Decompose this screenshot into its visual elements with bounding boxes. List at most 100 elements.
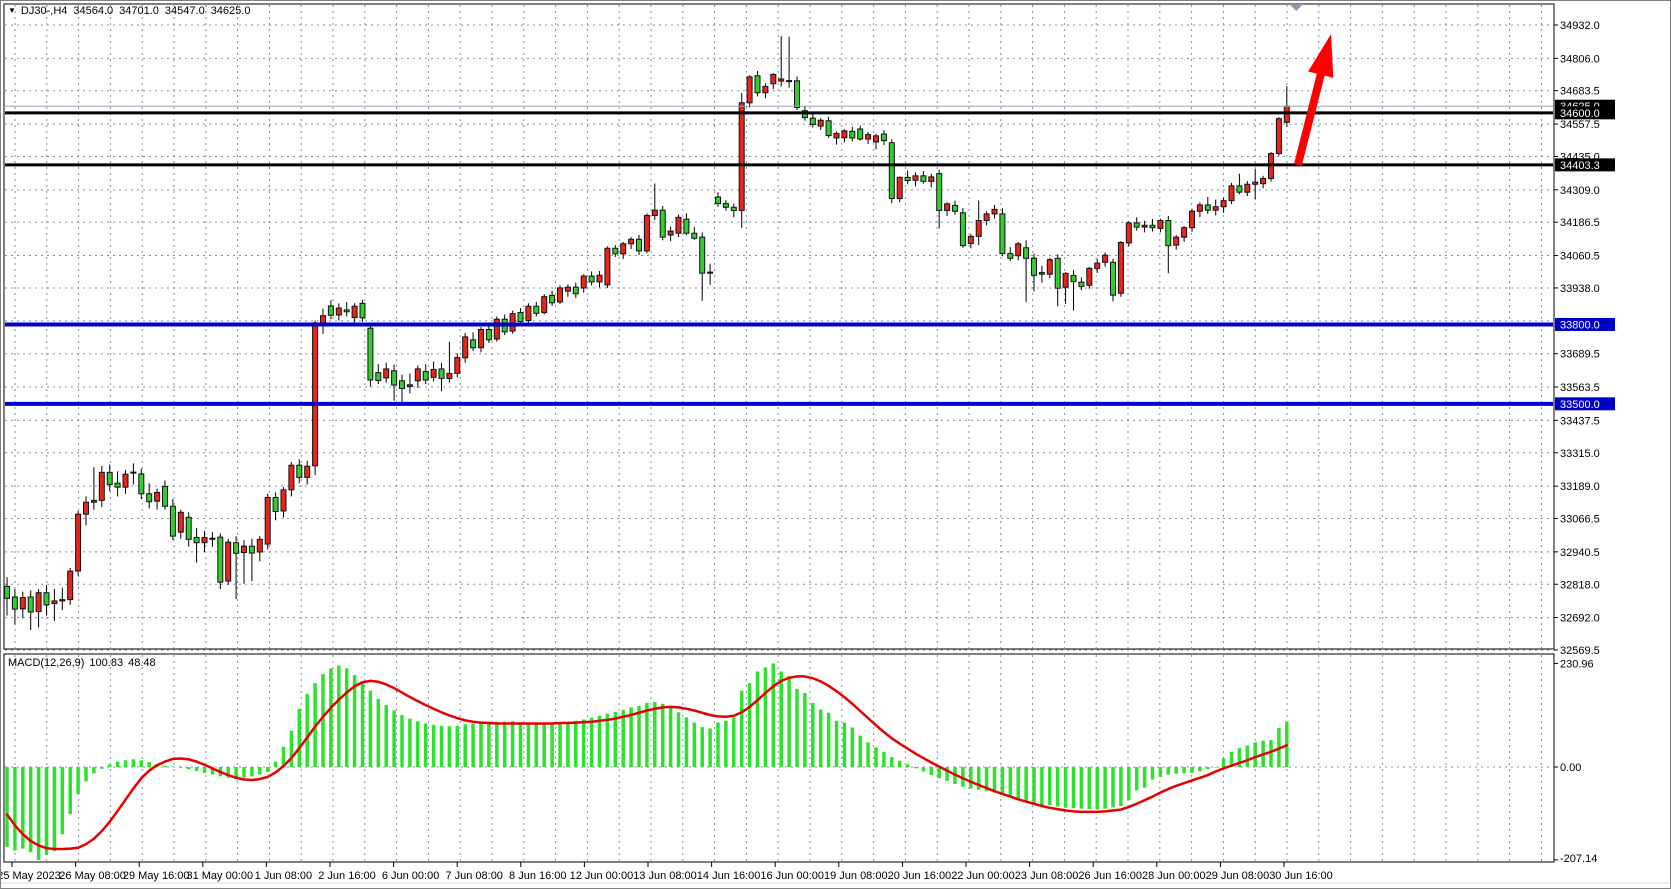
candle-bear	[11, 596, 18, 610]
macd-histogram	[5, 663, 1289, 860]
candle-bull	[707, 271, 714, 274]
candle-bull	[430, 368, 437, 378]
candle-bull	[1173, 236, 1180, 246]
time-tick-label: 29 May 16:00	[123, 870, 190, 882]
candle-bull	[975, 220, 982, 237]
candle-bear	[272, 496, 279, 513]
price-tick-label: 34186.5	[1560, 217, 1600, 229]
candle-bull	[557, 287, 563, 303]
candle-bear	[233, 542, 240, 554]
candle-bull	[320, 315, 326, 324]
candle-bull	[912, 175, 919, 181]
candle-bear	[904, 176, 911, 182]
time-tick-label: 8 Jun 16:00	[509, 870, 567, 882]
candle-bull	[288, 464, 295, 491]
candle-bull	[967, 235, 974, 245]
time-tick-label: 30 Jun 16:00	[1269, 870, 1333, 882]
macd-panel	[3, 653, 1555, 863]
candle-bull	[351, 305, 358, 319]
macd-tick-label: -207.14	[1560, 853, 1597, 865]
price-tag-33500.0: 33500.0	[1555, 397, 1615, 411]
candle-bull	[620, 243, 627, 255]
price-tick-label: 33689.5	[1560, 349, 1600, 361]
candle-bull	[304, 465, 311, 478]
bar-high-value: 34701.0	[119, 5, 159, 17]
candle-bull	[90, 499, 97, 503]
candle-bear	[193, 536, 200, 544]
candle-bull	[1252, 181, 1259, 185]
candle-bull	[462, 336, 469, 359]
candle-bear	[1165, 220, 1172, 247]
candle-bull	[1220, 200, 1227, 208]
candle-bull	[746, 76, 753, 104]
candle-bear	[1204, 204, 1211, 211]
candle-bull	[541, 296, 548, 314]
price-tick-label: 33189.0	[1560, 481, 1600, 493]
candle-bull	[675, 216, 682, 234]
price-tick-label: 34060.5	[1560, 251, 1600, 263]
candle-bull	[225, 541, 232, 582]
symbol-dropdown-icon[interactable]: ▼	[8, 6, 16, 15]
candle-bull	[833, 132, 840, 139]
candle-bull	[983, 213, 990, 222]
candle-bull	[1117, 241, 1124, 294]
time-tick-label: 2 Jun 16:00	[318, 870, 376, 882]
candle-bull	[201, 536, 208, 544]
candle-bear	[343, 309, 350, 313]
candle-bear	[1054, 257, 1061, 289]
candle-bull	[19, 596, 26, 610]
candle-bear	[185, 516, 192, 540]
candle-bear	[533, 305, 540, 314]
candle-bear	[730, 206, 737, 211]
symbol-info-bar: ▼ DJ30-,H4 34564.0 34701.0 34547.0 34625.0	[8, 5, 256, 17]
macd-label: MACD(12,26,9)	[8, 657, 85, 669]
chart-shift-marker-icon[interactable]	[1289, 4, 1304, 11]
candle-bear	[880, 133, 887, 142]
price-tick-label: 33938.0	[1560, 283, 1600, 295]
price-tick-label: 34806.0	[1560, 53, 1600, 65]
candle-bull	[414, 368, 421, 382]
bar-close-value: 34625.0	[210, 5, 251, 17]
candle-bear	[888, 142, 895, 200]
candle-bear	[485, 328, 492, 341]
candle-bear	[722, 203, 729, 208]
candle-bull	[564, 286, 571, 292]
candle-bull	[525, 305, 532, 322]
candle-bear	[438, 368, 445, 379]
time-tick-label: 6 Jun 00:00	[382, 870, 440, 882]
candle-bear	[162, 485, 168, 507]
candle-bear	[636, 238, 642, 252]
candle-bull	[873, 135, 879, 143]
candle-bear	[470, 339, 477, 349]
trend-arrow-annotation[interactable]	[1293, 33, 1334, 166]
candle-bear	[1078, 281, 1085, 287]
candle-bull	[667, 230, 674, 236]
candle-bear	[1031, 257, 1037, 276]
candle-bull	[1141, 224, 1148, 228]
bar-open-value: 34564.0	[73, 5, 114, 17]
candle-bull	[865, 134, 872, 140]
candle-bear	[248, 545, 255, 554]
candle-bull	[59, 599, 66, 602]
macd-indicator-label: MACD(12,26,9) 100.83 48.48	[8, 657, 161, 669]
candle-bear	[114, 482, 121, 488]
bar-low-value: 34547.0	[164, 5, 205, 17]
candle-bear	[959, 212, 966, 247]
price-tick-label: 32692.0	[1560, 613, 1600, 625]
candle-bear	[1070, 275, 1077, 283]
price-axis[interactable]: 34932.034806.034683.534557.534435.034309…	[1554, 20, 1615, 865]
price-tag-34600.0: 34600.0	[1555, 106, 1615, 120]
candle-bull	[98, 471, 105, 501]
candle-bull	[454, 357, 461, 374]
symbol-name: DJ30-,H4	[20, 5, 68, 17]
candle-bear	[1023, 247, 1030, 259]
candle-bear	[588, 275, 595, 283]
candle-bull	[1228, 185, 1235, 202]
candle-bull	[841, 130, 848, 139]
candle-bull	[478, 328, 484, 349]
candle-bull	[1062, 272, 1069, 288]
candle-bull	[770, 73, 777, 85]
time-tick-label: 23 Jun 08:00	[1015, 870, 1079, 882]
